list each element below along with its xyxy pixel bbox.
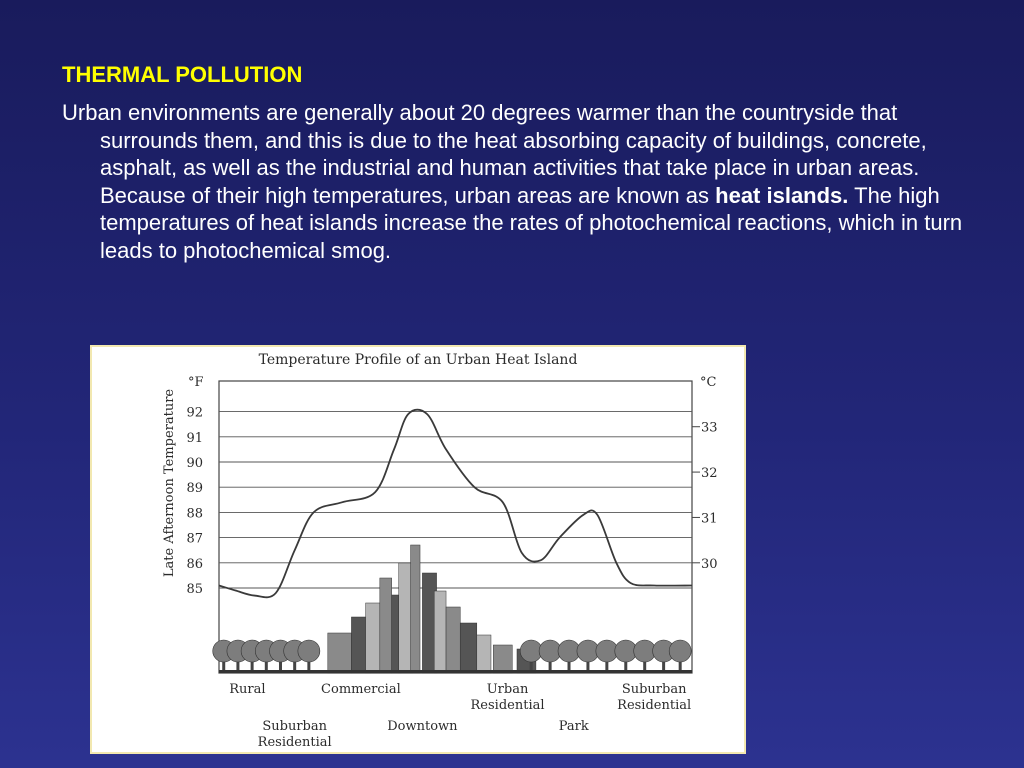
zone-label-park: Park bbox=[559, 719, 589, 734]
zone-label-suburban-residential-left-: Suburban bbox=[262, 719, 327, 734]
tick-label-f-87: 87 bbox=[186, 532, 203, 547]
tree-trunk bbox=[278, 659, 282, 673]
zone-label-urban-residential: Urban bbox=[487, 682, 529, 697]
tree-trunk bbox=[605, 659, 609, 673]
tick-label-c-31: 31 bbox=[701, 511, 718, 526]
tree-trunk bbox=[236, 659, 240, 673]
building bbox=[327, 632, 352, 674]
grid-layer: 85 86 87 88 89 90 91 92 30 31 32 33 bbox=[186, 380, 718, 674]
city-skyline-illustration bbox=[212, 544, 692, 674]
building bbox=[365, 602, 381, 674]
tree-crown bbox=[297, 639, 321, 663]
building bbox=[410, 544, 421, 674]
zone-label-suburban-residential-left-: Residential bbox=[258, 735, 332, 750]
tree-trunk bbox=[662, 659, 666, 673]
tick-label-f-91: 91 bbox=[186, 431, 203, 446]
tick-label-f-90: 90 bbox=[186, 456, 203, 471]
tree-crown bbox=[668, 639, 692, 663]
tick-label-f-86: 86 bbox=[186, 557, 203, 572]
y-axis-label: Late Afternoon Temperature bbox=[162, 389, 177, 578]
tick-label-c-32: 32 bbox=[701, 466, 718, 481]
tick-label-f-85: 85 bbox=[186, 582, 203, 597]
body-text-part1: Urban environments are generally about 2… bbox=[62, 100, 927, 208]
zone-label-urban-residential: Residential bbox=[471, 698, 545, 713]
building bbox=[493, 644, 513, 674]
zone-label-suburban-residential-right-: Suburban bbox=[622, 682, 687, 697]
tick-label-c-33: 33 bbox=[701, 421, 718, 436]
heat-island-chart: Temperature Profile of an Urban Heat Isl… bbox=[162, 352, 718, 750]
body-text-part2: The high temperatures of heat islands in… bbox=[100, 182, 963, 263]
tick-label-f-89: 89 bbox=[186, 481, 203, 496]
tree-trunk bbox=[624, 659, 628, 673]
tree-trunk bbox=[643, 659, 647, 673]
y-unit-left: °F bbox=[188, 375, 204, 390]
zone-labels: Rural Commercial UrbanResidentialSuburbanR… bbox=[229, 682, 691, 750]
y-unit-right: °C bbox=[700, 375, 717, 390]
tree-trunk bbox=[567, 659, 571, 673]
slide-body-text: Urban environments are generally about 2… bbox=[62, 99, 1000, 264]
chart-title: Temperature Profile of an Urban Heat Isl… bbox=[259, 352, 578, 368]
tree-trunk bbox=[307, 659, 311, 673]
tree-trunk bbox=[250, 659, 254, 673]
zone-label-commercial: Commercial bbox=[321, 682, 401, 697]
building bbox=[445, 606, 461, 674]
tick-label-c-30: 30 bbox=[701, 557, 718, 572]
tree-trunk bbox=[264, 659, 268, 673]
tick-label-f-88: 88 bbox=[186, 506, 203, 521]
zone-label-suburban-residential-right-: Residential bbox=[617, 698, 691, 713]
building bbox=[433, 590, 447, 674]
slide-title: THERMAL POLLUTION bbox=[62, 62, 303, 87]
tree-trunk bbox=[678, 659, 682, 673]
building bbox=[379, 577, 392, 674]
tree-trunk bbox=[586, 659, 590, 673]
body-text-bold-term: heat islands. bbox=[715, 182, 849, 208]
heat-island-figure: Temperature Profile of an Urban Heat Isl… bbox=[92, 347, 744, 752]
zone-label-rural: Rural bbox=[229, 682, 265, 697]
tree-trunk bbox=[293, 659, 297, 673]
ground-line bbox=[219, 670, 692, 673]
tree-trunk bbox=[529, 659, 533, 673]
building bbox=[476, 634, 492, 674]
temperature-curve bbox=[218, 408, 693, 599]
tree-trunk bbox=[548, 659, 552, 673]
building bbox=[459, 622, 478, 674]
tick-label-f-92: 92 bbox=[186, 406, 203, 421]
tree-trunk bbox=[222, 659, 226, 673]
curve-layer bbox=[218, 408, 693, 599]
zone-label-downtown: Downtown bbox=[387, 719, 458, 734]
